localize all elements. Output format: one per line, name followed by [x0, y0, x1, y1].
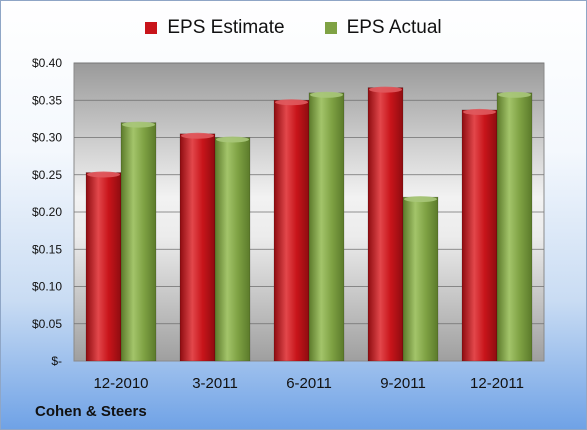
bar-eps-estimate-cap	[463, 108, 496, 115]
y-tick-label: $-	[51, 354, 62, 368]
y-tick-label: $0.30	[32, 131, 62, 145]
bar-eps-actual	[496, 92, 533, 362]
bar-eps-estimate	[179, 133, 216, 362]
bar-eps-estimate-cap	[369, 86, 402, 93]
legend-label-actual: EPS Actual	[346, 17, 442, 38]
bar-eps-actual	[308, 92, 345, 362]
legend-label-estimate: EPS Estimate	[167, 17, 285, 38]
y-tick-label: $0.25	[32, 168, 62, 182]
bar-eps-estimate	[367, 87, 404, 362]
bar-eps-estimate-cap	[275, 99, 308, 106]
legend-swatch-estimate	[145, 22, 158, 34]
bar-eps-actual-cap	[310, 91, 343, 98]
y-tick-label: $0.10	[32, 280, 62, 294]
bar-eps-actual	[214, 137, 251, 362]
x-tick-label: 9-2011	[380, 375, 426, 392]
company-name: Cohen & Steers	[35, 403, 147, 420]
legend-item-actual: EPS Actual	[324, 17, 442, 39]
x-tick-label: 12-2011	[470, 375, 524, 392]
legend: EPS Estimate EPS Actual	[1, 15, 586, 41]
bar-eps-estimate-cap	[87, 171, 120, 178]
bar-eps-actual-cap	[498, 91, 531, 98]
y-tick-label: $0.15	[32, 242, 62, 256]
bar-eps-estimate	[273, 99, 310, 362]
y-tick-label: $0.40	[32, 56, 62, 70]
y-tick-label: $0.20	[32, 205, 62, 219]
bar-chart: $- $0.05 $0.10 $0.15 $0.20 $0.25 $0.30 $0.35 $0.…	[32, 56, 545, 392]
bar-eps-actual-cap	[122, 121, 155, 128]
bar-eps-actual-cap	[404, 196, 437, 203]
legend-item-estimate: EPS Estimate	[145, 17, 285, 39]
y-tick-label: $0.05	[32, 317, 62, 331]
bar-eps-actual	[402, 196, 439, 362]
legend-swatch-actual	[324, 22, 337, 34]
bar-eps-estimate	[461, 109, 498, 362]
x-tick-label: 12-2010	[93, 375, 148, 392]
bar-eps-estimate	[85, 172, 122, 362]
y-tick-label: $0.35	[32, 93, 62, 107]
x-tick-label: 6-2011	[286, 375, 332, 392]
x-tick-label: 3-2011	[192, 375, 238, 392]
bar-eps-actual	[120, 122, 157, 362]
bar-eps-estimate-cap	[181, 132, 214, 139]
bar-eps-actual-cap	[216, 136, 249, 143]
